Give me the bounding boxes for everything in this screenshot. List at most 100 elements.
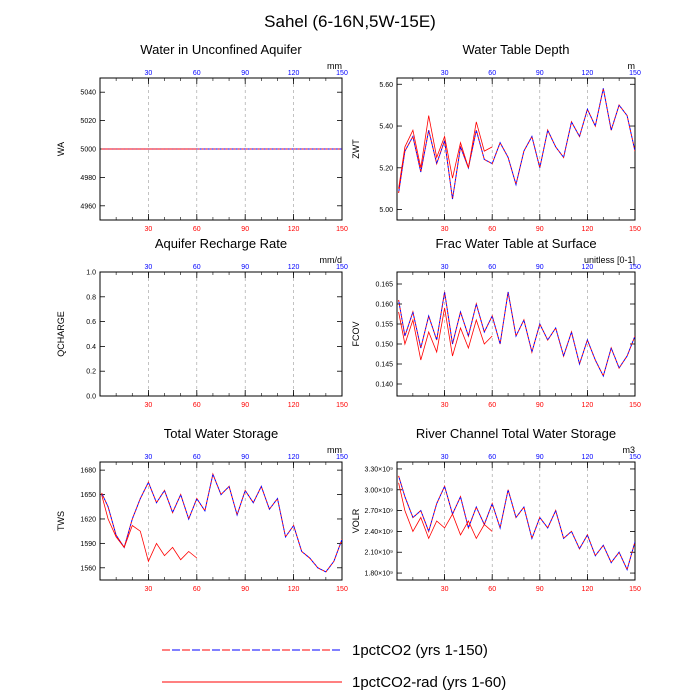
x-tick-label-bottom: 150 <box>629 586 641 593</box>
series-line-1pctco2 <box>398 475 635 572</box>
y-tick-label: 0.4 <box>86 344 96 351</box>
x-tick-label-top: 150 <box>336 454 348 461</box>
x-tick-label-bottom: 30 <box>441 586 449 593</box>
series-line-1pctco2-red <box>398 475 635 572</box>
y-tick-label: 0.8 <box>86 294 96 301</box>
x-tick-label-top: 150 <box>629 454 641 461</box>
panel-title: Water in Unconfined Aquifer <box>140 42 302 57</box>
y-tick-label: 1.80×10⁹ <box>365 571 394 578</box>
series-line-1pctco2-red <box>101 472 342 573</box>
x-tick-label-top: 120 <box>582 70 594 77</box>
x-tick-label-bottom: 30 <box>441 226 449 233</box>
y-tick-label: 3.30×10⁹ <box>365 466 394 473</box>
y-tick-label: 0.160 <box>375 302 393 309</box>
panels-group: Water in Unconfined Aquifer mm 30 60 90 120 15… <box>56 42 641 593</box>
y-tick-label: 1620 <box>80 516 96 523</box>
panel-unit-label: unitless [0-1] <box>584 255 635 265</box>
x-tick-label-bottom: 120 <box>288 586 300 593</box>
panel-title: Total Water Storage <box>164 426 278 441</box>
x-tick-label-top: 90 <box>536 264 544 271</box>
x-tick-label-bottom: 150 <box>629 226 641 233</box>
panel-3: Aquifer Recharge Rate mm/d 30 60 90 120 150 30 6… <box>56 236 348 409</box>
x-tick-label-top: 150 <box>629 70 641 77</box>
y-tick-label: 0.165 <box>375 282 393 289</box>
x-tick-label-top: 60 <box>488 454 496 461</box>
x-tick-label-bottom: 60 <box>193 586 201 593</box>
y-tick-label: 4980 <box>80 175 96 182</box>
panel-4: Frac Water Table at Surface unitless [0-1… <box>351 236 641 409</box>
y-tick-label: 5.40 <box>379 124 393 131</box>
y-tick-label: 5000 <box>80 147 96 154</box>
y-tick-label: 0.6 <box>86 319 96 326</box>
panel-title: River Channel Total Water Storage <box>416 426 616 441</box>
x-tick-label-top: 60 <box>488 70 496 77</box>
panel-unit-label: m3 <box>622 445 635 455</box>
x-tick-label-top: 90 <box>241 264 249 271</box>
x-tick-label-top: 120 <box>288 264 300 271</box>
x-tick-label-bottom: 90 <box>536 586 544 593</box>
y-tick-label: 0.2 <box>86 369 96 376</box>
y-tick-label: 1680 <box>80 468 96 475</box>
panel-2: Water Table Depth m 30 60 90 120 150 30 60 90 120 1… <box>351 42 641 233</box>
y-axis-label: TWS <box>56 511 66 531</box>
x-tick-label-top: 30 <box>145 70 153 77</box>
y-axis-label: FCOV <box>351 321 361 346</box>
x-tick-label-bottom: 60 <box>488 226 496 233</box>
x-tick-label-bottom: 150 <box>336 226 348 233</box>
x-tick-label-top: 30 <box>441 264 449 271</box>
panel-unit-label: mm <box>327 61 342 71</box>
x-tick-label-top: 90 <box>241 70 249 77</box>
y-tick-label: 1.0 <box>86 270 96 277</box>
plot-frame <box>99 461 343 581</box>
x-tick-label-top: 30 <box>441 454 449 461</box>
y-tick-label: 1560 <box>80 565 96 572</box>
x-tick-label-bottom: 60 <box>488 402 496 409</box>
x-tick-label-bottom: 60 <box>193 402 201 409</box>
panel-6: River Channel Total Water Storage m3 30 60 9… <box>351 426 641 593</box>
y-tick-label: 0.145 <box>375 362 393 369</box>
panel-5: Total Water Storage mm 30 60 90 120 150 30 60 90 1… <box>56 426 348 593</box>
y-tick-label: 0.150 <box>375 342 393 349</box>
y-tick-label: 1590 <box>80 541 96 548</box>
x-tick-label-bottom: 90 <box>241 402 249 409</box>
x-tick-label-top: 120 <box>582 264 594 271</box>
x-tick-label-top: 30 <box>145 264 153 271</box>
x-tick-label-bottom: 90 <box>241 226 249 233</box>
x-tick-label-top: 30 <box>145 454 153 461</box>
y-tick-label: 0.0 <box>86 394 96 401</box>
panel-title: Frac Water Table at Surface <box>435 236 596 251</box>
plot-frame <box>396 461 636 581</box>
series-line-1pctco2-rad <box>398 115 493 189</box>
x-tick-label-top: 60 <box>193 454 201 461</box>
x-tick-label-bottom: 120 <box>288 226 300 233</box>
x-tick-label-top: 60 <box>488 264 496 271</box>
x-tick-label-top: 60 <box>193 70 201 77</box>
y-tick-label: 5040 <box>80 90 96 97</box>
x-tick-label-top: 30 <box>441 70 449 77</box>
x-tick-label-bottom: 60 <box>488 586 496 593</box>
x-tick-label-bottom: 30 <box>145 402 153 409</box>
y-tick-label: 2.40×10⁹ <box>365 529 394 536</box>
x-tick-label-bottom: 30 <box>145 586 153 593</box>
x-tick-label-top: 120 <box>288 70 300 77</box>
series-line-1pctco2-red <box>398 88 635 200</box>
x-tick-label-bottom: 120 <box>582 586 594 593</box>
legend-label-1pctco2-rad: 1pctCO2-rad (yrs 1-60) <box>352 674 506 691</box>
y-tick-label: 2.70×10⁹ <box>365 508 394 515</box>
series-line-1pctco2 <box>398 291 635 378</box>
y-tick-label: 5.00 <box>379 207 393 214</box>
x-tick-label-bottom: 90 <box>241 586 249 593</box>
x-tick-label-top: 90 <box>536 70 544 77</box>
plot-frame <box>99 271 343 397</box>
x-tick-label-bottom: 60 <box>193 226 201 233</box>
y-axis-label: VOLR <box>351 508 361 533</box>
y-tick-label: 4960 <box>80 203 96 210</box>
x-tick-label-top: 90 <box>536 454 544 461</box>
x-tick-label-top: 120 <box>288 454 300 461</box>
x-tick-label-bottom: 120 <box>582 226 594 233</box>
x-tick-label-top: 60 <box>193 264 201 271</box>
figure-title: Sahel (6-16N,5W-15E) <box>264 12 436 31</box>
series-line-1pctco2-rad <box>398 482 493 540</box>
x-tick-label-top: 150 <box>336 70 348 77</box>
